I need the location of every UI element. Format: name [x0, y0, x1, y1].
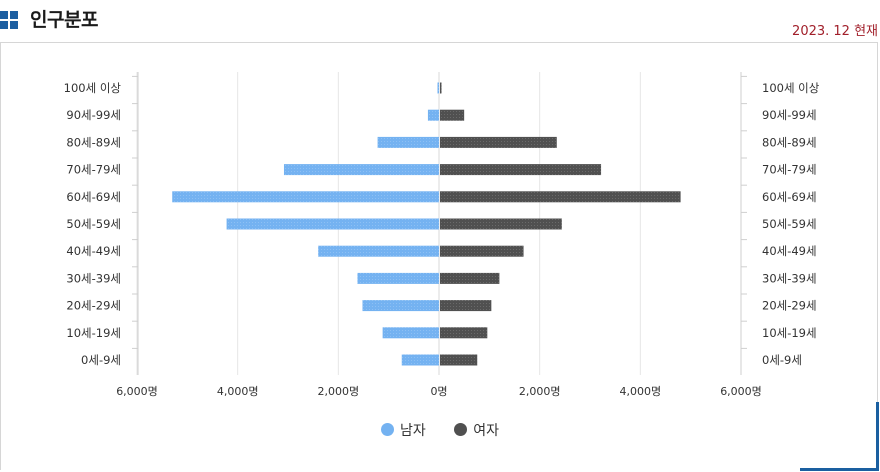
bar-male	[437, 82, 439, 94]
bar-female	[440, 272, 500, 284]
y-tick-label-right: 10세-19세	[762, 326, 817, 340]
bar-male	[226, 218, 439, 230]
as-of-date: 2023. 12 현재	[792, 24, 878, 39]
bar-male	[318, 245, 439, 257]
y-tick-label-right: 50세-59세	[762, 217, 817, 231]
x-tick-label: 4,000명	[620, 385, 662, 398]
y-tick-label-left: 20세-29세	[66, 299, 121, 313]
x-tick-label: 6,000명	[116, 385, 158, 398]
bar-male	[283, 164, 439, 176]
bar-female	[440, 327, 488, 339]
bar-female	[440, 109, 465, 121]
y-tick-label-right: 0세-9세	[762, 353, 802, 367]
y-tick-label-right: 100세 이상	[762, 81, 820, 95]
bar-female	[440, 136, 557, 148]
chart-panel	[0, 42, 878, 470]
bar-male	[427, 109, 439, 121]
y-tick-label-left: 100세 이상	[64, 81, 122, 95]
y-tick-label-left: 30세-39세	[66, 271, 121, 285]
y-tick-label-left: 40세-49세	[66, 244, 121, 258]
grid-icon-cell	[10, 21, 18, 29]
grid-icon-cell	[10, 11, 18, 19]
bar-female	[440, 245, 524, 257]
y-tick-label-right: 80세-89세	[762, 135, 817, 149]
grid-icon-cell	[0, 11, 8, 19]
x-tick-label: 0명	[430, 385, 447, 398]
y-tick-label-left: 0세-9세	[81, 353, 121, 367]
legend-item-female[interactable]: 여자	[454, 420, 499, 440]
bar-male	[357, 272, 439, 284]
y-tick-label-left: 80세-89세	[66, 135, 121, 149]
y-tick-label-left: 60세-69세	[66, 190, 121, 204]
male-legend-swatch	[381, 423, 394, 436]
bar-female	[440, 82, 442, 94]
population-pyramid-chart: 6,000명 4,000명 2,000명 0명 2,000명 4,000명 6,000명 10…	[64, 72, 820, 398]
y-tick-label-left: 70세-79세	[66, 163, 121, 177]
panel-accent-line	[800, 468, 879, 471]
legend-label-male: 남자	[400, 423, 426, 439]
y-tick-label-left: 90세-99세	[66, 108, 121, 122]
x-tick-label: 6,000명	[720, 385, 762, 398]
bar-female	[440, 164, 602, 176]
y-tick-label-right: 20세-29세	[762, 299, 817, 313]
legend-item-male[interactable]: 남자	[381, 420, 426, 440]
x-tick-label: 2,000명	[519, 385, 561, 398]
x-tick-label: 4,000명	[217, 385, 259, 398]
bar-male	[172, 191, 439, 203]
bar-male	[401, 354, 439, 366]
y-tick-label-left: 50세-59세	[66, 217, 121, 231]
panel-accent-bar	[876, 402, 879, 470]
page-title: 인구분포	[30, 9, 98, 31]
y-tick-label-right: 90세-99세	[762, 108, 817, 122]
chart-legend: 남자 여자	[0, 420, 880, 440]
bar-female	[440, 300, 492, 312]
female-legend-swatch	[454, 423, 468, 436]
bar-male	[382, 327, 439, 339]
bar-female	[440, 191, 681, 203]
legend-label-female: 여자	[473, 423, 499, 439]
y-tick-label-right: 40세-49세	[762, 244, 817, 258]
y-tick-label-right: 60세-69세	[762, 190, 817, 204]
bar-female	[440, 354, 478, 366]
grid-icon-cell	[0, 21, 8, 29]
bar-female	[440, 218, 562, 230]
y-tick-label-left: 10세-19세	[66, 326, 121, 340]
x-tick-label: 2,000명	[318, 385, 360, 398]
bar-male	[362, 300, 439, 312]
grid-icon	[0, 11, 19, 30]
y-tick-label-right: 70세-79세	[762, 163, 817, 177]
bar-male	[377, 136, 439, 148]
page-header: 인구분포 2023. 12 현재	[0, 0, 880, 42]
y-tick-label-right: 30세-39세	[762, 271, 817, 285]
